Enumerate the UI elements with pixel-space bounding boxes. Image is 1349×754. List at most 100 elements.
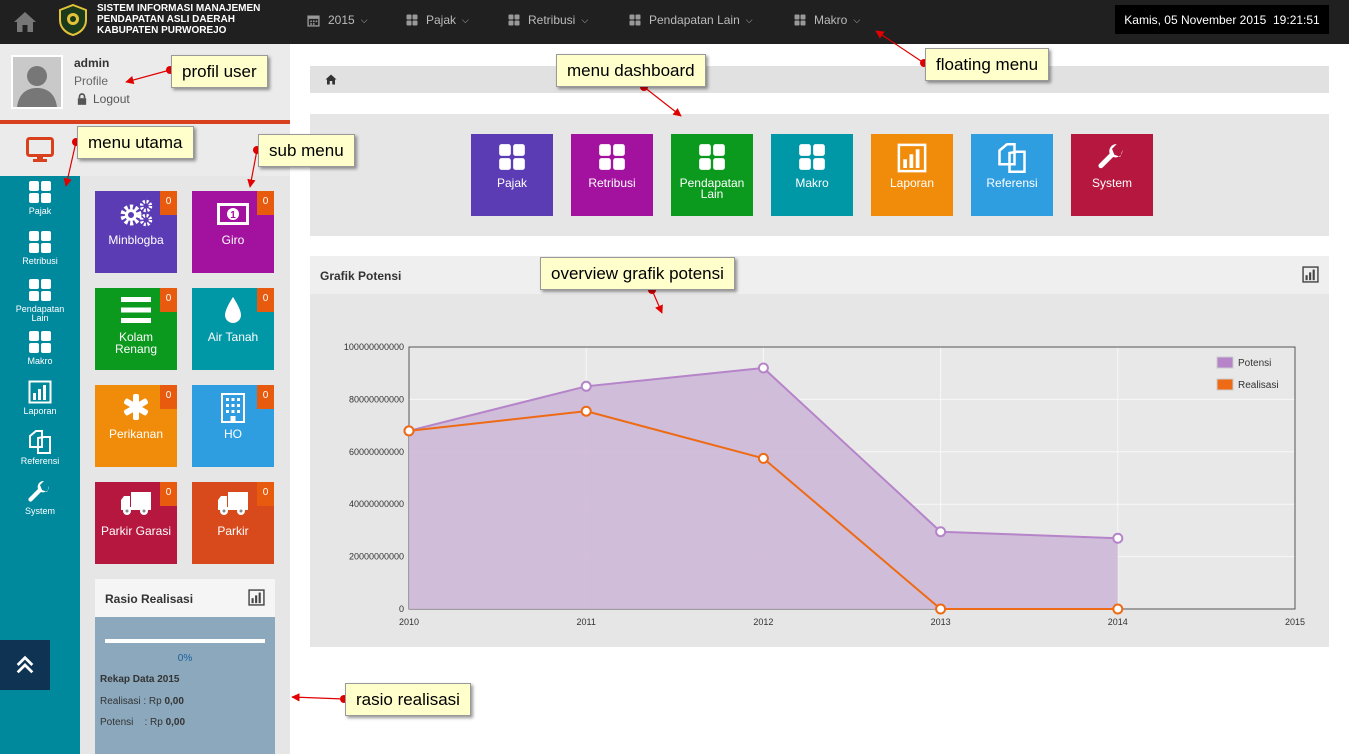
datetime-display: Kamis, 05 November 2015 19:21:51 [1115,5,1329,34]
user-name: admin [74,56,110,70]
annotation-rasio-realisasi: rasio realisasi [345,683,471,716]
menu-retribusi-label: Retribusi [528,13,576,27]
profile-divider [0,120,290,124]
submenu-tile-perikanan[interactable]: Perikanan 0 [95,385,177,467]
grid-icon [698,143,726,171]
dashboard-tile-laporan[interactable]: Laporan [871,134,953,216]
menu-year[interactable]: 2015 ⌵ [307,0,368,40]
data-point-potensi [935,526,947,538]
wrench-icon [28,480,52,504]
drop-icon [223,296,243,324]
count-badge: 0 [160,482,177,506]
menu-pajak[interactable]: Pajak ⌵ [406,0,469,40]
submenu-tile-giro[interactable]: Giro 0 [192,191,274,273]
sidebar-item-retribusi[interactable]: Retribusi [0,230,80,266]
scroll-top-button[interactable] [0,640,50,690]
data-point-potensi [1112,532,1124,544]
dashboard-tile-referensi[interactable]: Referensi [971,134,1053,216]
grid-icon [598,143,626,171]
app-title: SISTEM INFORMASI MANAJEMEN PENDAPATAN AS… [97,3,260,36]
tile-label: Pendapatan Lain [679,176,745,201]
sidebar-item-laporan[interactable]: Laporan [0,380,80,416]
truck-icon [120,490,152,516]
main-menu-toggle[interactable] [0,124,80,176]
menu-pendapatan-lain[interactable]: Pendapatan Lain ⌵ [629,0,753,40]
sidebar-item-makro[interactable]: Makro [0,330,80,366]
sidebar-item-label: Pajak [28,206,52,216]
list-icon [120,296,152,324]
home-icon[interactable] [0,0,50,44]
grid-icon [498,143,526,171]
tile-label: Parkir [217,524,249,538]
logout-link[interactable]: Logout [77,92,130,106]
legend-label: Realisasi [1238,380,1279,391]
chevron-down-icon: ⌵ [745,14,753,25]
count-badge: 0 [257,482,274,506]
asterisk-icon [122,393,150,421]
y-tick-label: 40000000000 [349,499,404,509]
potensi-value: 0,00 [165,717,186,728]
x-tick-label: 2010 [399,617,419,627]
kabupaten-logo [58,3,88,37]
annotation-menu-utama: menu utama [77,126,194,159]
app-title-line-1: SISTEM INFORMASI MANAJEMEN [97,3,261,14]
rasio-realisasi-body: 0% Rekap Data 2015 Realisasi : Rp 0,00 P… [95,617,275,754]
sidebar-item-label: Pendapatan Lain [15,304,65,323]
bar-chart-icon [28,380,52,404]
tile-label: Referensi [986,176,1038,190]
x-tick-label: 2015 [1285,617,1305,627]
bar-chart-icon[interactable] [248,589,265,609]
sidebar-item-pajak[interactable]: Pajak [0,180,80,216]
grid-icon [508,14,520,26]
dashboard-tile-system[interactable]: System [1071,134,1153,216]
tile-label: Minblogba [108,233,164,247]
potensi-chart: 0 20000000000 40000000000 60000000000 800000… [344,342,1305,627]
dashboard-tile-retribusi[interactable]: Retribusi [571,134,653,216]
count-badge: 0 [160,385,177,409]
home-icon[interactable] [325,74,337,85]
dashboard-tile-pajak[interactable]: Pajak [471,134,553,216]
sidebar-item-label: Laporan [23,406,57,416]
potensi-label: Potensi : Rp [100,717,166,728]
sidebar-item-label: Referensi [20,456,60,466]
sidebar-item-system[interactable]: System [0,480,80,516]
grid-icon [406,14,418,26]
submenu-tile-minblogba[interactable]: Minblogba 0 [95,191,177,273]
y-tick-label: 100000000000 [344,342,404,352]
dashboard-tile-pendapatan-lain[interactable]: Pendapatan Lain [671,134,753,216]
tile-label: Air Tanah [207,330,259,344]
y-tick-label: 0 [399,604,404,614]
wrench-icon [1098,143,1126,171]
annotation-overview-grafik: overview grafik potensi [540,257,735,290]
submenu-tile-parkir[interactable]: Parkir 0 [192,482,274,564]
menu-year-label: 2015 [328,13,355,27]
sidebar-item-pendapatan-lain[interactable]: Pendapatan Lain [0,278,80,323]
calendar-icon [307,14,320,27]
data-point-realisasi [403,425,415,437]
monitor-icon [26,137,54,163]
realisasi-value: 0,00 [164,696,184,707]
submenu-tile-air-tanah[interactable]: Air Tanah 0 [192,288,274,370]
copy-icon [997,143,1027,173]
submenu-tile-ho[interactable]: HO 0 [192,385,274,467]
legend-swatch [1216,356,1234,369]
x-tick-label: 2011 [577,617,596,627]
sidebar-item-referensi[interactable]: Referensi [0,430,80,466]
count-badge: 0 [257,191,274,215]
submenu-tile-parkir-garasi[interactable]: Parkir Garasi 0 [95,482,177,564]
profile-link[interactable]: Profile [74,74,109,88]
chevron-down-icon: ⌵ [462,14,469,25]
rasio-progress-bar [105,639,265,643]
x-tick-label: 2013 [931,617,951,627]
chevron-down-icon: ⌵ [360,14,368,25]
tile-label: Retribusi [588,176,636,190]
menu-pendapatan-lain-label: Pendapatan Lain [649,13,740,27]
tile-label: Kolam Renang [114,330,158,356]
dashboard-tile-makro[interactable]: Makro [771,134,853,216]
building-icon [221,393,245,423]
menu-retribusi[interactable]: Retribusi ⌵ [508,0,588,40]
grid-icon [28,180,52,204]
menu-makro[interactable]: Makro ⌵ [794,0,860,40]
legend-swatch [1216,378,1234,391]
submenu-tile-kolam-renang[interactable]: Kolam Renang 0 [95,288,177,370]
